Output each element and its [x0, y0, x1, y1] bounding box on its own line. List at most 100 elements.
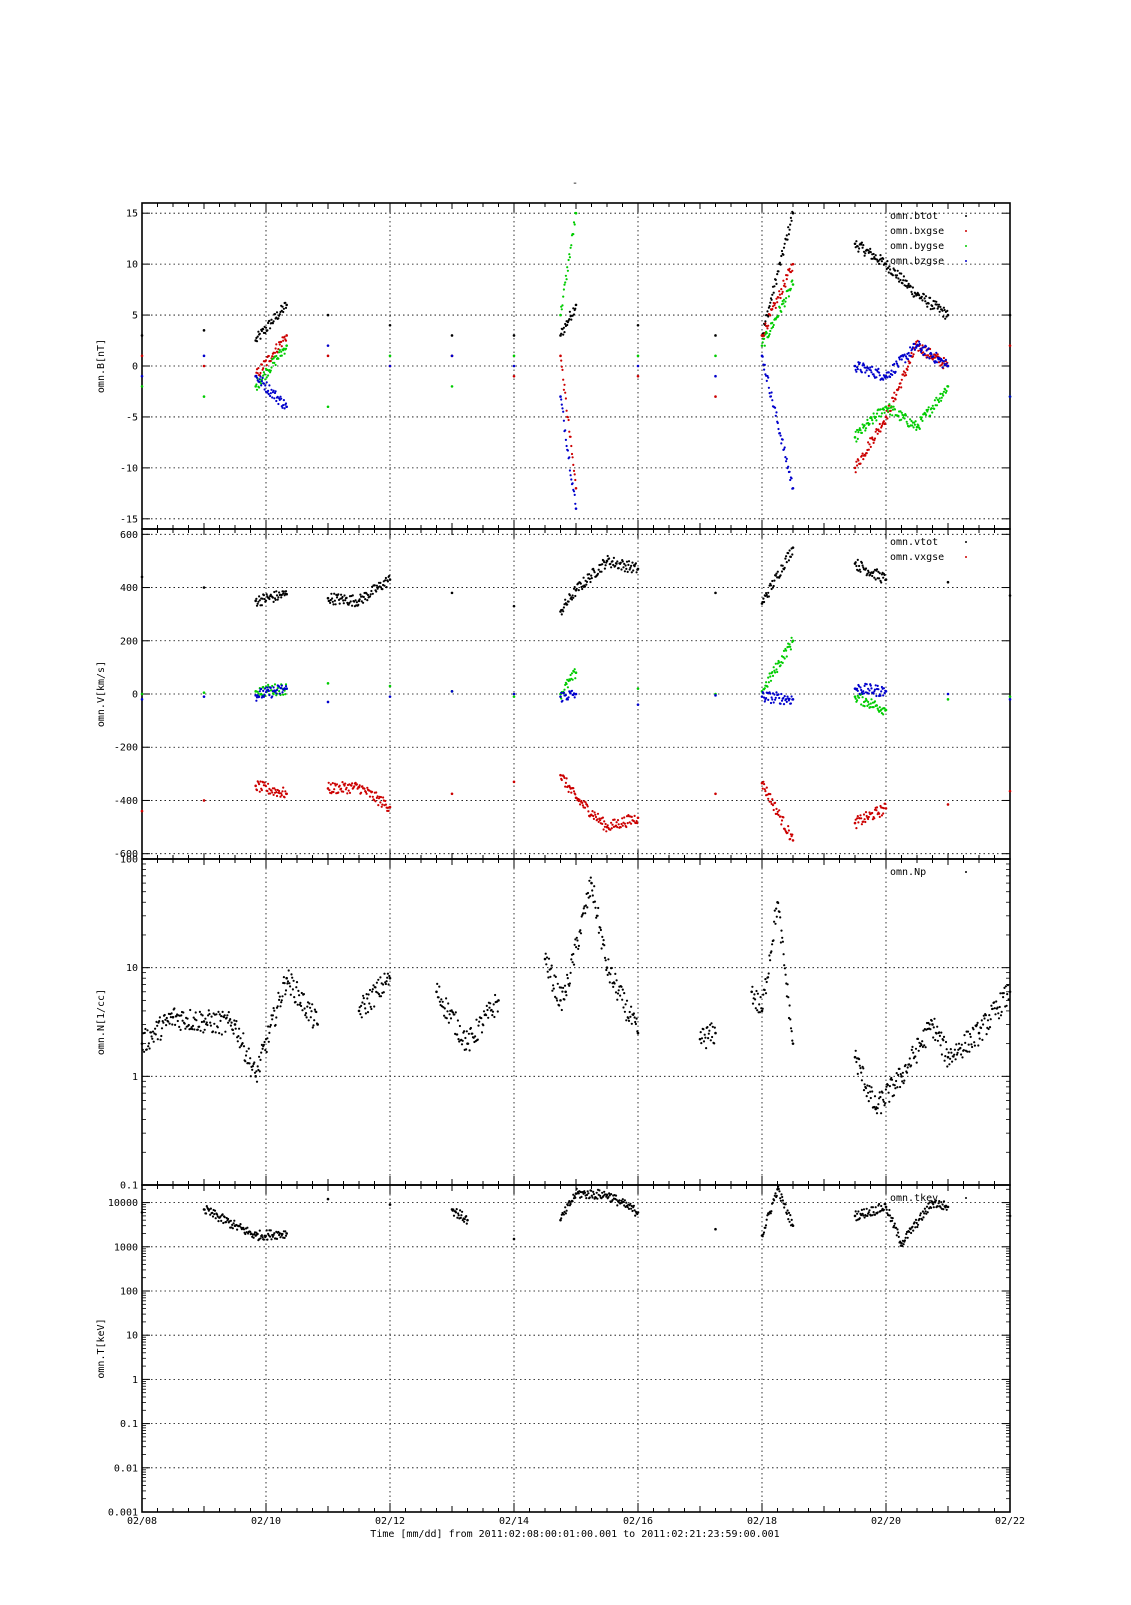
data-point: [225, 1016, 228, 1019]
data-point: [869, 573, 872, 576]
data-point: [898, 280, 901, 283]
data-point: [597, 568, 600, 571]
data-point: [348, 791, 352, 795]
data-point: [592, 569, 596, 572]
data-point: [895, 1226, 898, 1229]
data-point: [882, 257, 885, 260]
data-point: [547, 957, 551, 960]
data-point: [935, 404, 939, 407]
data-point: [342, 602, 345, 605]
data-point: [289, 993, 292, 996]
data-point: [282, 590, 285, 593]
data-point: [593, 900, 597, 903]
data-point: [457, 1038, 460, 1041]
data-point: [231, 1227, 234, 1230]
data-point: [778, 432, 782, 435]
data-point: [893, 1084, 896, 1087]
data-point: [234, 1027, 237, 1030]
data-point: [897, 387, 900, 391]
data-point: [463, 1030, 466, 1033]
data-point: [216, 1213, 219, 1216]
data-point: [593, 811, 596, 814]
data-point: [883, 573, 886, 577]
data-point: [775, 691, 778, 694]
data-point: [345, 786, 348, 789]
data-point: [869, 702, 872, 705]
data-point: [872, 441, 875, 444]
data-point: [581, 801, 584, 805]
data-point: [911, 347, 914, 351]
data-point: [862, 1214, 865, 1217]
data-point: [944, 391, 948, 394]
data-point: [562, 986, 565, 990]
data-point: [260, 382, 263, 385]
data-point: [149, 1031, 153, 1034]
panel-frame: [141, 1184, 1011, 1513]
y-tick-label: 200: [120, 636, 138, 647]
data-point: [607, 1196, 610, 1199]
data-point: [592, 817, 596, 821]
data-point: [924, 300, 927, 303]
y-tick-label: 5: [132, 311, 138, 322]
data-point: [785, 297, 788, 300]
data-point: [615, 1198, 618, 1201]
data-point: [873, 817, 876, 820]
data-point: [628, 1010, 631, 1014]
data-point: [899, 1240, 902, 1243]
data-point: [572, 469, 576, 472]
data-point: [264, 1049, 267, 1052]
data-point: [880, 1112, 883, 1115]
data-point: [993, 1007, 996, 1010]
data-point: [932, 1036, 935, 1039]
data-point: [310, 1010, 313, 1013]
data-point: [217, 1220, 220, 1223]
data-point: [275, 794, 279, 798]
data-point: [326, 405, 330, 409]
data-point: [871, 365, 874, 368]
data-point: [552, 984, 555, 987]
data-point: [911, 346, 915, 349]
data-point: [875, 1112, 879, 1115]
data-point: [609, 562, 612, 566]
data-point: [457, 1214, 460, 1217]
data-point: [273, 1232, 276, 1235]
data-point: [771, 321, 774, 324]
data-point: [882, 378, 885, 381]
data-point: [281, 305, 284, 308]
data-point: [494, 993, 497, 997]
data-point: [900, 272, 903, 275]
data-point: [555, 997, 558, 1000]
data-point: [894, 1087, 897, 1090]
data-point: [937, 399, 940, 402]
data-point: [963, 1034, 966, 1037]
y-tick-label: 100: [120, 1286, 138, 1297]
data-point: [194, 1011, 197, 1014]
data-point: [269, 369, 272, 372]
data-point: [936, 353, 939, 356]
data-point: [891, 274, 895, 277]
data-point: [906, 284, 910, 287]
data-point: [287, 969, 290, 972]
y-tick-label: 10: [126, 963, 138, 974]
data-point: [891, 396, 895, 399]
data-point: [983, 1017, 986, 1020]
data-point: [860, 1079, 864, 1082]
data-point: [942, 356, 946, 360]
data-point: [772, 666, 775, 669]
data-point: [882, 576, 885, 579]
data-point: [855, 1060, 858, 1064]
data-point: [763, 368, 766, 371]
data-point: [597, 931, 601, 934]
data-point: [880, 1204, 883, 1208]
data-point: [946, 803, 950, 806]
y-axis-label: omn.T[keV]: [96, 1318, 107, 1378]
data-point: [933, 407, 936, 410]
data-point: [935, 300, 938, 303]
data-point: [776, 301, 779, 304]
data-point: [249, 1057, 252, 1060]
data-point: [269, 392, 272, 395]
data-point: [259, 780, 262, 783]
data-point: [886, 376, 889, 379]
data-point: [863, 254, 866, 257]
legend-marker: [965, 245, 967, 247]
